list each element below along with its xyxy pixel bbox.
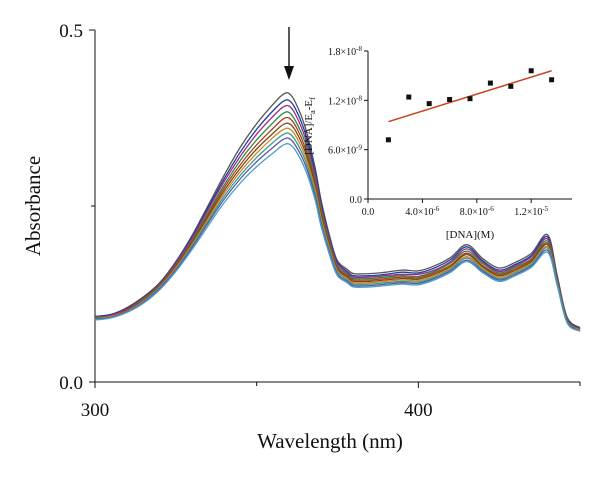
x-tick-label: 400 bbox=[404, 400, 433, 421]
inset-data-point bbox=[508, 83, 514, 89]
absorbance-curve-1 bbox=[94, 92, 581, 329]
absorbance-curve-4 bbox=[94, 111, 581, 330]
inset-tick-label: 6.0×10-9 bbox=[328, 144, 362, 157]
inset-points bbox=[385, 68, 555, 143]
y-tick-label: 0.0 bbox=[59, 373, 83, 394]
inset-data-point bbox=[426, 101, 432, 107]
inset-data-point bbox=[487, 80, 493, 86]
inset-data-point bbox=[467, 96, 473, 102]
arrow-head bbox=[284, 66, 294, 80]
inset-tick-label: 1.2×10-8 bbox=[328, 94, 362, 107]
decrease-arrow-icon bbox=[284, 27, 294, 80]
inset-data-point bbox=[406, 94, 412, 100]
absorbance-curve-8 bbox=[94, 132, 581, 332]
inset-data-point bbox=[447, 97, 453, 103]
inset-tick-label: 0.0 bbox=[350, 195, 363, 206]
inset-plot: [DNA]/Ea-Ef [DNA](M) 0.0 4.0×10-6 8.0×10-6… bbox=[303, 45, 572, 241]
inset-ticks: 0.0 4.0×10-6 8.0×10-6 1.2×10-5 0.0 6.0×10-9 1.… bbox=[328, 45, 549, 218]
absorbance-curve-7 bbox=[94, 127, 581, 331]
x-tick-label: 300 bbox=[81, 400, 110, 421]
absorbance-curves bbox=[94, 92, 581, 332]
inset-tick-label: 0.0 bbox=[362, 207, 375, 218]
inset-ylabel-main: [DNA]/E bbox=[303, 114, 315, 155]
absorbance-curve-9 bbox=[94, 137, 581, 332]
absorbance-curve-2 bbox=[94, 99, 581, 329]
inset-x-axis-label: [DNA](M) bbox=[446, 229, 495, 241]
inset-tick-label: 4.0×10-6 bbox=[405, 205, 439, 218]
x-axis-label: Wavelength (nm) bbox=[257, 429, 403, 453]
inset-tick-label: 8.0×10-6 bbox=[460, 205, 494, 218]
inset-ylabel-mid: -E bbox=[303, 100, 315, 111]
main-ticks: 300 400 0.0 0.5 bbox=[59, 21, 581, 421]
inset-data-point bbox=[385, 137, 391, 143]
inset-tick-label: 1.2×10-5 bbox=[514, 205, 548, 218]
absorbance-curve-10 bbox=[94, 143, 581, 332]
inset-ylabel-sub-a: a bbox=[308, 110, 317, 114]
y-tick-label: 0.5 bbox=[59, 21, 83, 42]
inset-data-point bbox=[549, 77, 555, 83]
inset-tick-label: 1.8×10-8 bbox=[328, 45, 362, 58]
absorbance-curve-3 bbox=[94, 104, 581, 330]
y-axis-label: Absorbance bbox=[21, 156, 45, 256]
inset-y-axis-label: [DNA]/Ea-Ef bbox=[303, 97, 317, 155]
inset-data-point bbox=[528, 68, 534, 74]
inset-ylabel-sub-f: f bbox=[308, 97, 317, 100]
